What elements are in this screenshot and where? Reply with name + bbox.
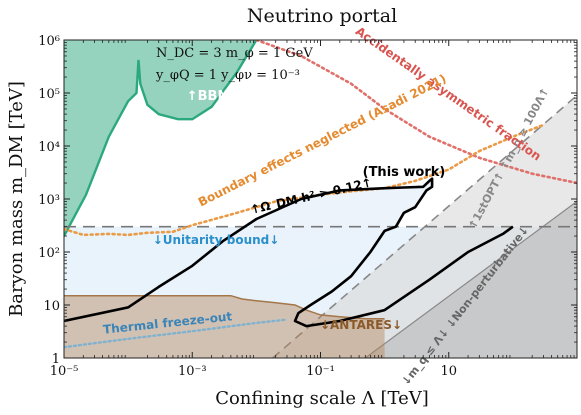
y-tick-label: 1 [52, 352, 60, 367]
params-line1: N_DC = 3 m_φ = 1 GeV [156, 46, 313, 61]
y-axis-label: Baryon mass m_DM [TeV] [6, 81, 27, 317]
bbn-line [64, 40, 258, 237]
boundary-line [64, 123, 545, 237]
thiswork-label: (This work) [363, 165, 446, 180]
opt-line [272, 94, 577, 358]
thermal-line [64, 318, 289, 349]
bbn-label: ↑BBN↑ [187, 89, 239, 104]
chart-title: Neutrino portal [247, 5, 397, 27]
thiswork-line [64, 177, 514, 328]
x-ticks: 10⁻⁵ 10⁻³ 10⁻¹ 10 [50, 40, 575, 379]
params-line2: y_φQ = 1 y_φν = 10⁻³ [155, 68, 300, 83]
antares-label: ↓ANTARES↓ [320, 318, 402, 332]
unitarity-label: ↓Unitarity bound↓ [153, 233, 280, 247]
y-tick-label: 10⁴ [38, 140, 60, 155]
y-tick-label: 10³ [38, 193, 60, 208]
x-axis-label: Confining scale Λ [TeV] [215, 388, 429, 409]
x-tick-label: 10⁻¹ [306, 364, 335, 379]
regions-layer [64, 40, 577, 358]
y-tick-label: 10 [43, 299, 60, 314]
antares-line [64, 294, 385, 320]
y-tick-label: 10⁶ [38, 34, 60, 49]
y-tick-label: 10⁵ [38, 87, 60, 102]
bbn-region [64, 40, 257, 236]
x-tick-label: 10⁻⁵ [50, 364, 79, 379]
x-tick-label: 10⁻³ [178, 364, 207, 379]
accidental-line [255, 40, 577, 185]
x-tick-label: 10 [440, 364, 457, 379]
y-ticks: 1 10 10² 10³ 10⁴ 10⁵ 10⁶ [38, 34, 577, 367]
y-tick-label: 10² [38, 246, 60, 261]
